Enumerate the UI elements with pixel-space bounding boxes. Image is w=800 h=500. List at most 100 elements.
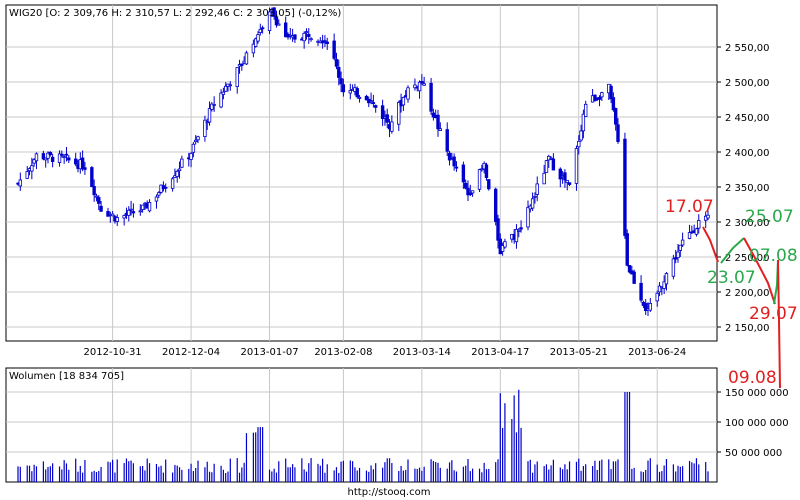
ohlc-body xyxy=(662,281,666,289)
ohlc-body xyxy=(613,108,618,125)
ohlc-body xyxy=(673,257,678,260)
ohlc-body xyxy=(127,209,131,216)
ohlc-body xyxy=(648,303,653,311)
ohlc-body xyxy=(253,38,258,47)
x-tick-label: 2012-12-04 xyxy=(162,347,220,358)
ohlc-body xyxy=(369,100,373,102)
ohlc-body xyxy=(627,265,632,273)
ohlc-body xyxy=(115,217,119,222)
ohlc-body xyxy=(18,179,23,187)
forecast-line-down-2 xyxy=(743,237,776,305)
price-y-tick-label: 2 450,00 xyxy=(725,113,770,124)
ohlc-body xyxy=(625,233,629,266)
ohlc-body xyxy=(154,196,159,202)
ohlc-body xyxy=(609,85,613,100)
ohlc-body xyxy=(429,82,433,112)
annotation-25-07: 25.07 xyxy=(745,207,794,227)
ohlc-body xyxy=(477,169,482,190)
ohlc-body xyxy=(687,232,692,239)
ohlc-body xyxy=(413,84,417,89)
ohlc-body xyxy=(551,158,556,171)
ohlc-body xyxy=(67,157,71,161)
ohlc-body xyxy=(221,91,226,95)
ohlc-body xyxy=(210,103,214,110)
ohlc-body xyxy=(283,22,288,38)
ohlc-body xyxy=(219,92,223,108)
ohlc-body xyxy=(99,205,103,212)
ohlc-body xyxy=(129,208,133,211)
ohlc-body xyxy=(64,153,69,156)
price-y-tick-label: 2 350,00 xyxy=(725,183,770,194)
ohlc-body xyxy=(272,7,276,17)
ohlc-body xyxy=(463,182,468,189)
annotation-17-07: 17.07 xyxy=(665,197,714,217)
forecast-line-down-3 xyxy=(777,259,781,389)
price-y-tick-label: 2 150,00 xyxy=(725,323,770,334)
ohlc-body xyxy=(131,211,136,214)
ohlc-body xyxy=(62,156,66,159)
ohlc-body xyxy=(454,166,459,169)
ohlc-body xyxy=(323,40,327,43)
source-link[interactable]: http://stooq.com xyxy=(348,487,431,498)
ohlc-body xyxy=(258,28,263,33)
ohlc-body xyxy=(325,41,329,45)
ohlc-body xyxy=(623,138,627,236)
ohlc-body xyxy=(235,67,239,88)
ohlc-body xyxy=(228,84,233,87)
ohlc-body xyxy=(680,239,685,246)
ohlc-body xyxy=(470,190,475,194)
ohlc-body xyxy=(567,182,572,185)
ohlc-body xyxy=(251,43,256,54)
ohlc-body xyxy=(600,92,604,98)
ohlc-body xyxy=(138,210,143,213)
ohlc-body xyxy=(180,158,184,168)
ohlc-body xyxy=(445,129,449,152)
ohlc-body xyxy=(678,244,683,251)
ohlc-body xyxy=(163,186,168,189)
ohlc-body xyxy=(337,66,341,78)
ohlc-body xyxy=(500,245,505,252)
volume-y-tick-label: 50 000 000 xyxy=(725,448,782,459)
ohlc-body xyxy=(643,303,648,312)
price-bars xyxy=(16,7,710,317)
x-tick-label: 2012-10-31 xyxy=(84,347,142,358)
ohlc-body xyxy=(466,187,470,196)
ohlc-body xyxy=(706,214,710,219)
x-tick-label: 2013-01-07 xyxy=(240,347,298,358)
ohlc-body xyxy=(373,105,378,108)
ohlc-body xyxy=(390,121,394,132)
ohlc-body xyxy=(293,34,297,40)
ohlc-body xyxy=(274,16,279,26)
ohlc-body xyxy=(177,168,182,172)
ohlc-body xyxy=(32,159,36,164)
ohlc-body xyxy=(461,164,466,183)
ohlc-body xyxy=(193,139,198,143)
ohlc-body xyxy=(671,258,676,277)
ohlc-body xyxy=(447,152,452,161)
volume-panel xyxy=(5,367,718,483)
ohlc-body xyxy=(697,220,701,229)
volume-legend: Wolumen [18 834 705] xyxy=(9,371,124,382)
ohlc-body xyxy=(401,97,406,106)
ohlc-body xyxy=(97,197,101,204)
ohlc-body xyxy=(357,96,362,99)
x-tick-label: 2013-02-08 xyxy=(314,347,372,358)
x-tick-label: 2013-03-14 xyxy=(393,347,451,358)
ohlc-body xyxy=(380,105,385,119)
ohlc-body xyxy=(487,179,491,190)
volume-y-tick-label: 100 000 000 xyxy=(725,418,789,429)
ohlc-body xyxy=(632,271,636,284)
x-tick-label: 2013-04-17 xyxy=(471,347,529,358)
ohlc-body xyxy=(639,282,643,301)
ohlc-body xyxy=(493,188,498,222)
ohlc-body xyxy=(25,171,29,179)
price-y-tick-label: 2 500,00 xyxy=(725,78,770,89)
price-y-tick-label: 2 200,00 xyxy=(725,288,770,299)
ohlc-body xyxy=(542,172,546,185)
ohlc-body xyxy=(597,97,602,100)
annotation-23-07: 23.07 xyxy=(707,268,756,288)
annotation-29-07: 29.07 xyxy=(749,304,798,324)
price-grid xyxy=(6,5,717,341)
ohlc-body xyxy=(256,34,260,42)
ohlc-body xyxy=(147,202,152,212)
